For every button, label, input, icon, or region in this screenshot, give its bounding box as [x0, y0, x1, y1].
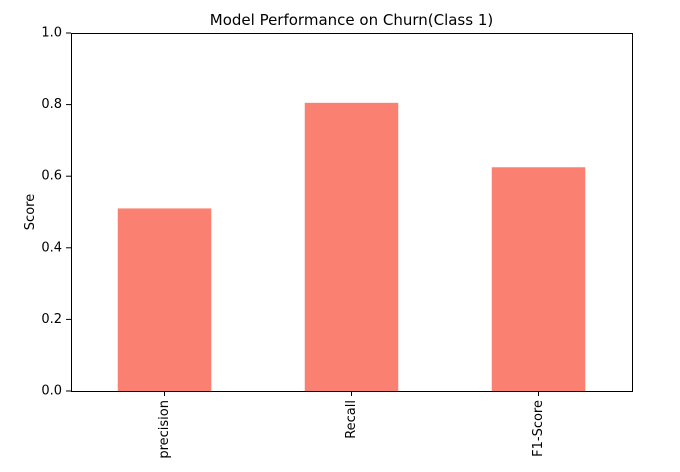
y-axis-ticks: 0.0 0.2 0.4 0.6 0.8 1.0 [41, 26, 71, 399]
bars-group [117, 102, 586, 391]
bar-recall [304, 102, 399, 391]
plot-area-frame [71, 33, 633, 392]
x-axis-ticks: precision Recall F1-Score [157, 391, 546, 459]
y-axis-label: Score [23, 194, 38, 230]
y-tick-label: 0.8 [41, 97, 62, 112]
x-tick-label: F1-Score [531, 400, 546, 457]
y-tick-label: 1.0 [41, 26, 62, 41]
bar-precision [117, 208, 212, 391]
x-tick-label: precision [157, 400, 172, 459]
y-tick-label: 0.0 [41, 384, 62, 399]
bar-f1-score [491, 167, 586, 391]
chart-title: Model Performance on Churn(Class 1) [210, 11, 493, 29]
y-tick-label: 0.2 [41, 312, 62, 327]
y-tick-label: 0.6 [41, 169, 62, 184]
y-tick-label: 0.4 [41, 240, 62, 255]
x-tick-label: Recall [344, 400, 359, 439]
